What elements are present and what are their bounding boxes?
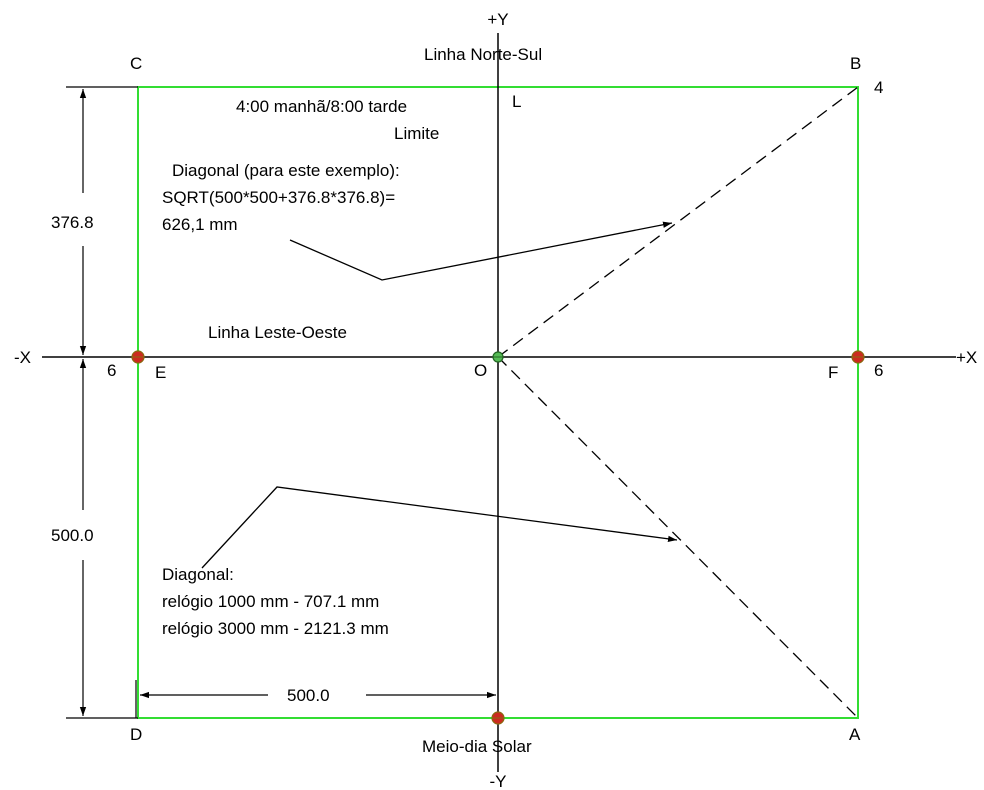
point-label-a: A xyxy=(849,725,861,744)
solar-noon-label: Meio-dia Solar xyxy=(422,737,532,756)
diagonal-example-line3: 626,1 mm xyxy=(162,215,238,234)
limit-note-line1: 4:00 manhã/8:00 tarde xyxy=(236,97,407,116)
leader-diagonal-example xyxy=(289,221,673,281)
axis-label-plus-y: +Y xyxy=(487,10,508,29)
east-west-line-label: Linha Leste-Oeste xyxy=(208,323,347,342)
axis-label-minus-x: -X xyxy=(14,348,31,367)
north-south-line-label: Linha Norte-Sul xyxy=(424,45,542,64)
point-label-f: F xyxy=(828,363,838,382)
marker-f xyxy=(851,350,865,364)
dimension-top-height: 376.8 xyxy=(51,213,94,232)
dimension-half-width: 500.0 xyxy=(287,686,330,705)
hour-label-f: 6 xyxy=(874,361,883,380)
axis-label-plus-x: +X xyxy=(956,348,977,367)
leader-diagonal-general xyxy=(201,486,678,569)
diagonal-general-line1: Diagonal: xyxy=(162,565,234,584)
dimension-bottom-height: 500.0 xyxy=(51,526,94,545)
diagonal-example-line1: Diagonal (para este exemplo): xyxy=(172,161,400,180)
diagonal-o-to-a xyxy=(497,356,859,719)
diagonal-general-line3: relógio 3000 mm - 2121.3 mm xyxy=(162,619,389,638)
point-label-o: O xyxy=(474,361,487,380)
diagonal-o-to-b xyxy=(497,86,859,358)
diagonal-example-line2: SQRT(500*500+376.8*376.8)= xyxy=(162,188,395,207)
hour-label-e: 6 xyxy=(107,361,116,380)
limit-note-line2: Limite xyxy=(394,124,439,143)
point-label-d: D xyxy=(130,725,142,744)
point-label-b: B xyxy=(850,54,861,73)
point-label-c: C xyxy=(130,54,142,73)
marker-origin xyxy=(492,351,504,363)
diagonal-general-line2: relógio 1000 mm - 707.1 mm xyxy=(162,592,379,611)
point-label-l: L xyxy=(512,92,521,111)
marker-solar-noon xyxy=(491,711,505,725)
axis-label-minus-y: -Y xyxy=(490,772,507,790)
point-label-e: E xyxy=(155,363,166,382)
marker-e xyxy=(131,350,145,364)
hour-label-b: 4 xyxy=(874,78,883,97)
